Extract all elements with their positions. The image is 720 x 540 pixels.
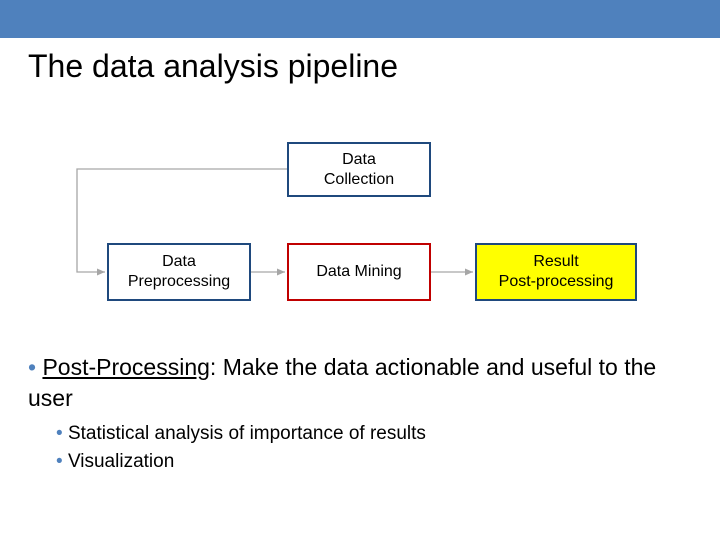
- node-label: Result Post-processing: [499, 252, 614, 292]
- bullet-dot-icon: •: [56, 451, 63, 472]
- node-preprocessing: Data Preprocessing: [107, 243, 251, 301]
- node-label: Data Preprocessing: [128, 252, 230, 292]
- top-band: [0, 0, 720, 38]
- sub-bullet-text: Visualization: [68, 451, 174, 472]
- bullet-dot-icon: •: [28, 354, 36, 380]
- sub-bullet-text: Statistical analysis of importance of re…: [68, 423, 426, 444]
- node-collection: Data Collection: [287, 142, 431, 197]
- arrowhead-icon: [465, 269, 473, 276]
- bullets: • Post-Processing: Make the data actiona…: [28, 352, 692, 475]
- bullet-dot-icon: •: [56, 423, 63, 444]
- node-label: Data Collection: [324, 150, 394, 190]
- bullet-postprocessing: • Post-Processing: Make the data actiona…: [28, 352, 692, 414]
- arrowhead-icon: [277, 269, 285, 276]
- node-label: Data Mining: [316, 262, 401, 282]
- page-title: The data analysis pipeline: [28, 48, 398, 85]
- arrowhead-icon: [97, 269, 105, 276]
- node-mining: Data Mining: [287, 243, 431, 301]
- edge-collection-preprocessing: [77, 169, 287, 272]
- sub-bullet: • Statistical analysis of importance of …: [56, 420, 692, 448]
- sub-bullet: • Visualization: [56, 448, 692, 476]
- bullet-heading: Post-Processing: [42, 354, 209, 380]
- node-postproc: Result Post-processing: [475, 243, 637, 301]
